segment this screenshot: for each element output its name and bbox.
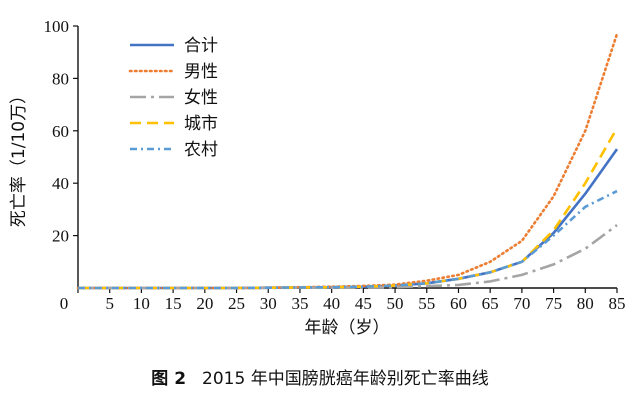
x-tick-label: 55	[418, 294, 435, 313]
line-chart: 0 5 10 15 20 25 30 35 40 45 50 55 60 65 70 75 80 85 20 40 60…	[9, 17, 626, 338]
x-tick-label: 70	[513, 294, 530, 313]
y-tick-label: 20	[52, 227, 69, 246]
y-axis-label: 死亡率（1/10万）	[9, 87, 29, 227]
x-tick-label: 75	[545, 294, 562, 313]
series-line-1	[78, 148, 619, 290]
x-tick-label: 0	[60, 294, 69, 313]
series-line-4	[78, 127, 619, 290]
series-lines	[76, 32, 619, 290]
legend-label: 城市	[184, 114, 218, 134]
legend-label: 合计	[184, 36, 218, 56]
ticks: 0 5 10 15 20 25 30 35 40 45 50 55 60 65 70 75 80 85 20 40 60…	[44, 17, 626, 313]
x-tick-label: 5	[105, 294, 114, 313]
x-tick-label: 20	[196, 294, 213, 313]
legend-label: 农村	[184, 140, 218, 160]
y-tick-label: 60	[52, 122, 69, 141]
y-tick-label: 40	[52, 174, 69, 193]
x-tick-label: 35	[291, 294, 308, 313]
y-tick-label: 80	[52, 69, 69, 88]
x-tick-label: 30	[260, 294, 277, 313]
x-tick-label: 10	[133, 294, 150, 313]
x-tick-label: 60	[450, 294, 467, 313]
legend-label: 女性	[184, 88, 218, 108]
legend-label: 男性	[184, 62, 218, 82]
x-tick-label: 45	[355, 294, 372, 313]
figure-number: 图 2	[151, 369, 187, 389]
x-axis-label: 年龄（岁）	[305, 318, 390, 338]
x-tick-label: 85	[609, 294, 626, 313]
x-tick-label: 80	[577, 294, 594, 313]
figure-caption-text: 2015 年中国膀胱癌年龄别死亡率曲线	[202, 369, 489, 389]
series-line-3	[78, 224, 618, 290]
x-tick-label: 65	[482, 294, 499, 313]
x-tick-label: 50	[387, 294, 404, 313]
series-line-5	[78, 189, 618, 290]
x-tick-label: 15	[165, 294, 182, 313]
x-tick-label: 25	[228, 294, 245, 313]
x-tick-label: 40	[323, 294, 340, 313]
figure-caption: 图 2 2015 年中国膀胱癌年龄别死亡率曲线	[0, 364, 640, 389]
y-tick-label: 100	[44, 17, 70, 36]
